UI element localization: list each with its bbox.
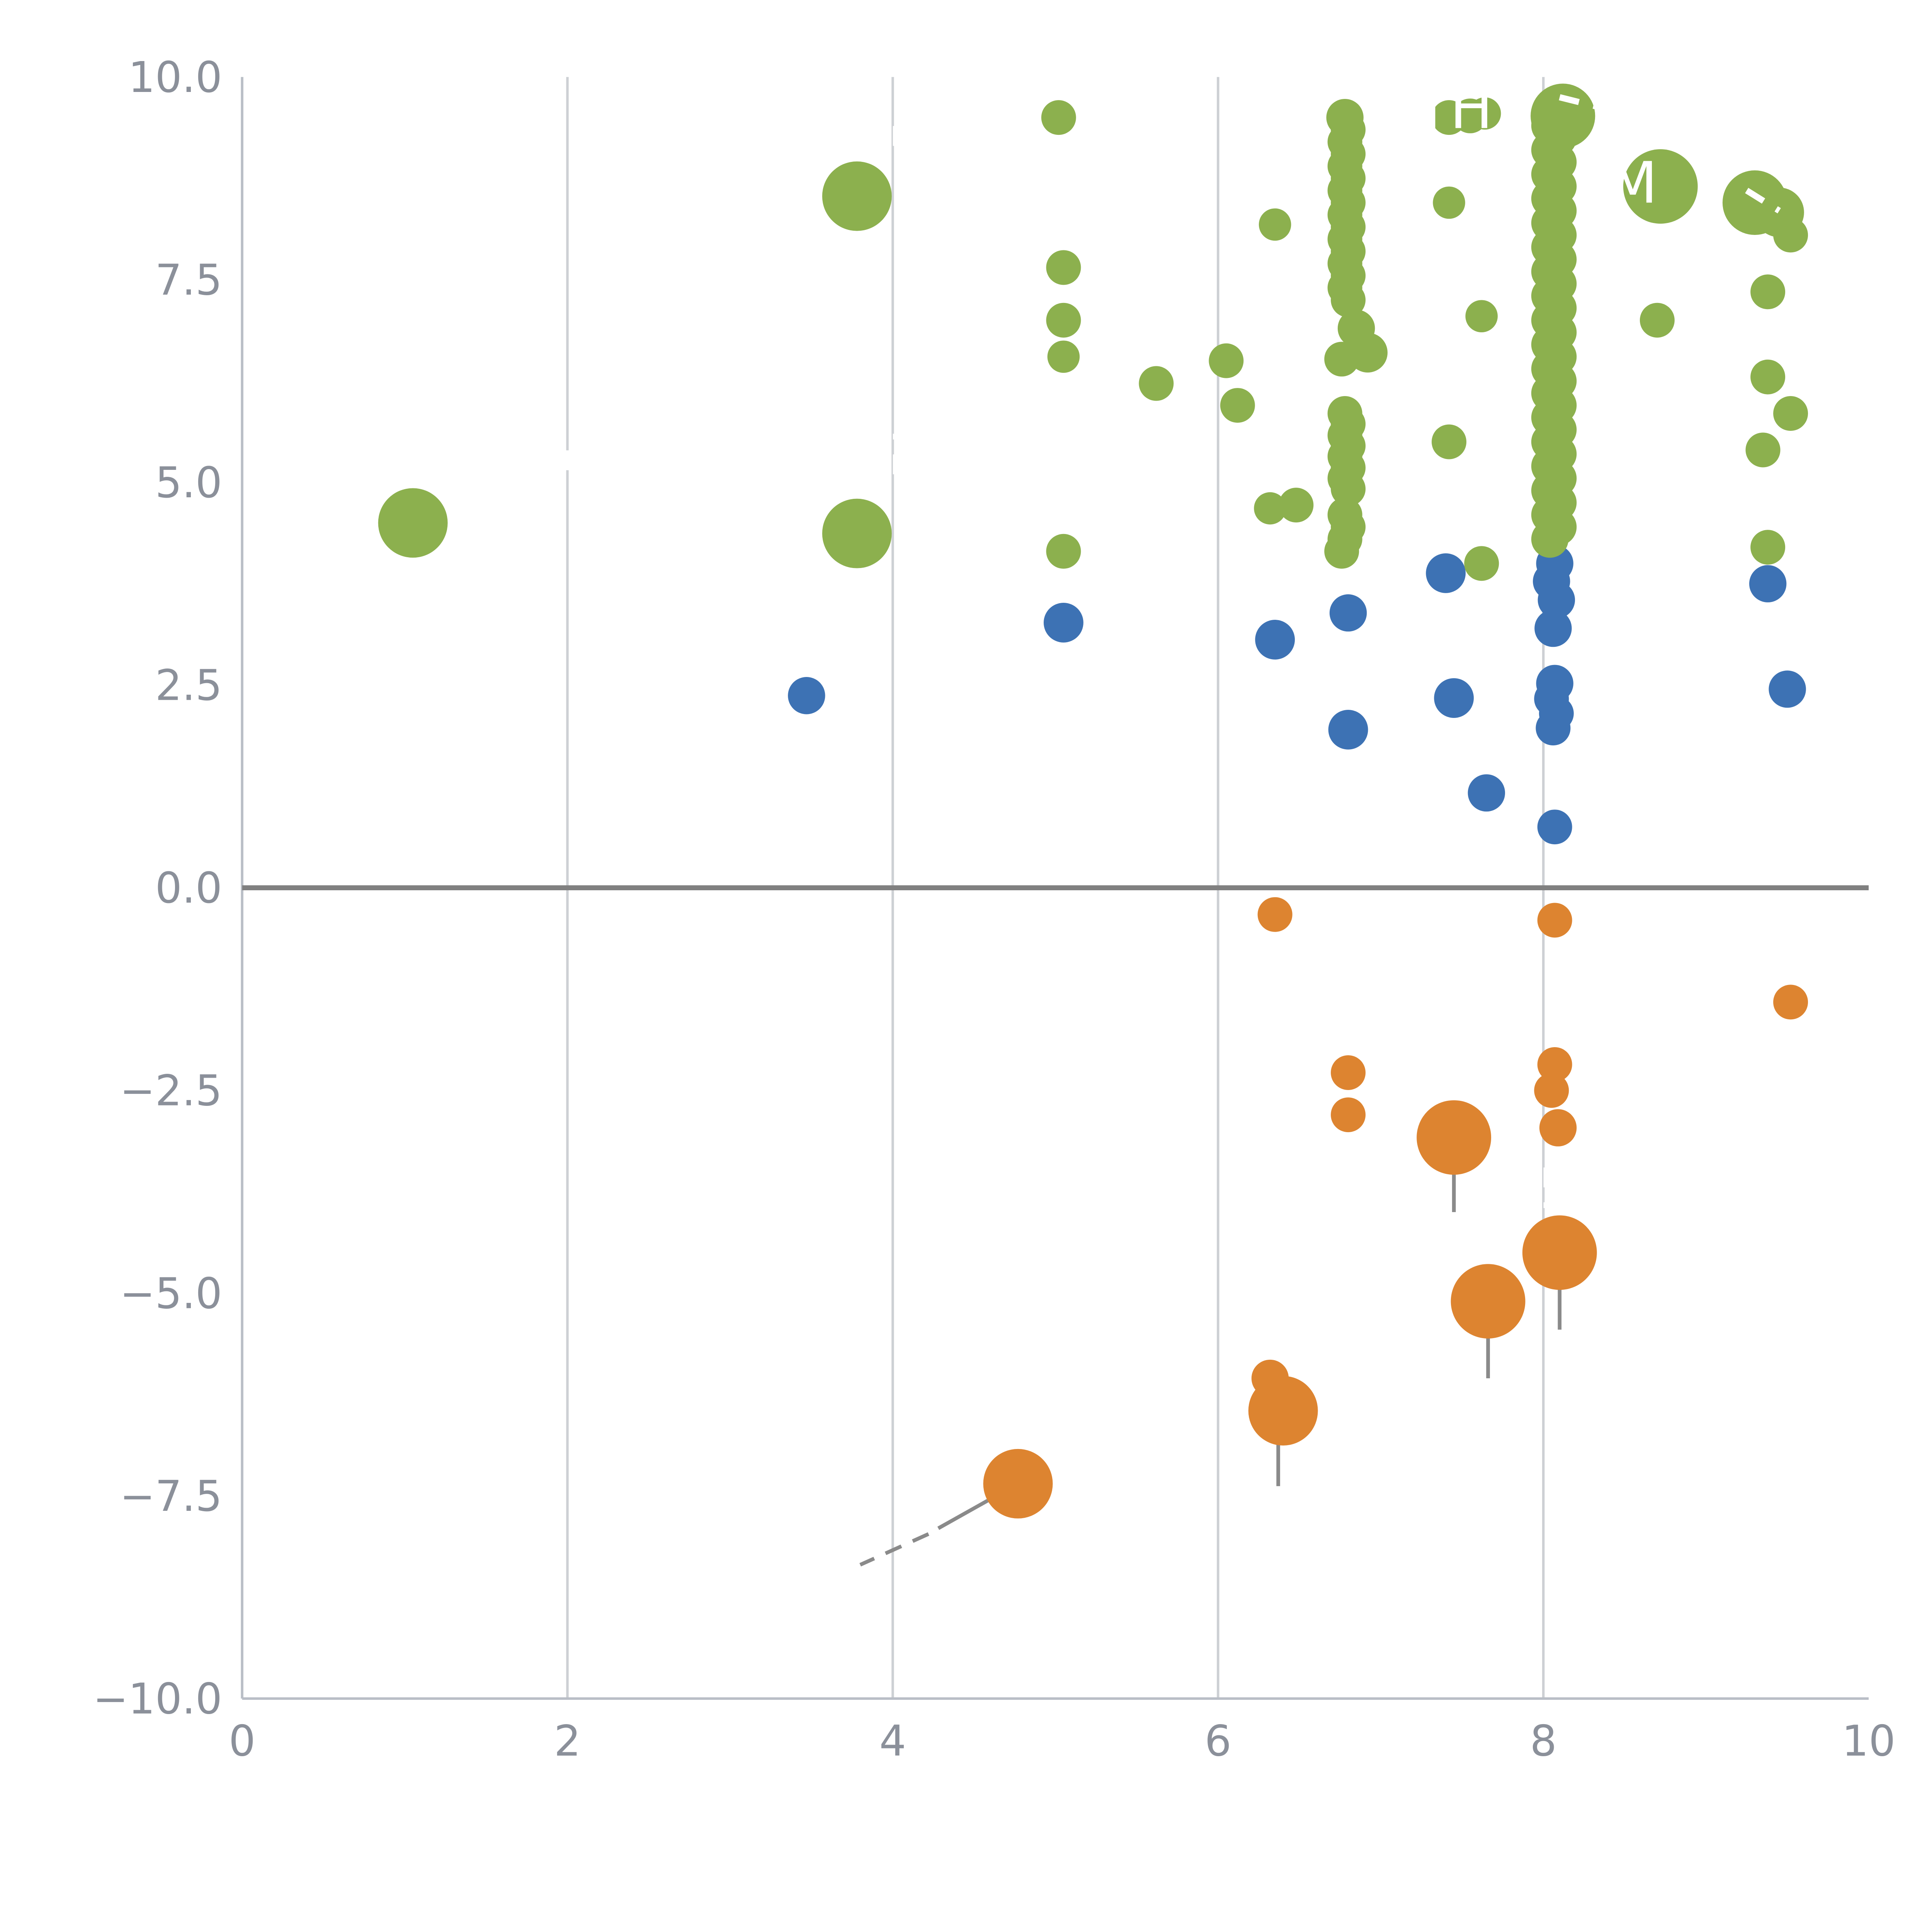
data-point-green-bubbles [1639, 303, 1675, 338]
data-point-green-bubbles [1220, 388, 1255, 423]
x-tick-label: 4 [879, 1717, 906, 1766]
data-point-orange-bubbles [1331, 1097, 1366, 1133]
data-point-blue-bubbles [1329, 594, 1367, 632]
data-point-green-bubbles [1331, 471, 1366, 507]
data-point-green-bubbles [1139, 366, 1174, 401]
data-point-green-bubbles [1046, 250, 1081, 285]
data-point-blue-bubbles [1468, 774, 1505, 812]
white-dash-mark [1745, 188, 1781, 214]
data-point-orange-bubbles [1537, 1047, 1572, 1082]
data-point-orange-bubbles [1539, 1109, 1577, 1146]
data-point-orange-bubbles [1331, 1055, 1366, 1090]
y-tick-label: 0.0 [155, 864, 222, 913]
y-tick-label: 10.0 [128, 53, 222, 102]
data-point-green-bubbles [1331, 282, 1366, 318]
x-tick-label: 8 [1530, 1717, 1557, 1766]
y-tick-label: −7.5 [120, 1472, 222, 1521]
y-tick-label: 5.0 [155, 458, 222, 507]
x-tick-label: 10 [1842, 1717, 1896, 1766]
white-annotation-label: M [1608, 150, 1658, 216]
data-point-orange-bubbles [1534, 1073, 1569, 1108]
data-point-green-bubbles [1432, 424, 1467, 459]
x-tick-label: 0 [229, 1717, 256, 1766]
data-point-orange-bubbles [1522, 1215, 1597, 1290]
data-point-orange-bubbles [1257, 897, 1293, 932]
data-point-blue-bubbles [1434, 678, 1474, 718]
data-point-green-bubbles [1046, 303, 1081, 338]
x-tick-label: 2 [554, 1717, 581, 1766]
y-tick-label: −5.0 [120, 1269, 222, 1318]
y-tick-label: 2.5 [155, 661, 222, 710]
data-point-green-bubbles [1041, 100, 1076, 135]
data-point-green-bubbles [1046, 534, 1081, 569]
data-point-green-bubbles [1745, 432, 1781, 468]
y-tick-label: −10.0 [93, 1674, 222, 1723]
data-point-blue-bubbles [1534, 609, 1572, 647]
data-point-blue-bubbles [1328, 709, 1368, 750]
data-point-orange-bubbles [1451, 1264, 1526, 1339]
data-point-orange-bubbles [983, 1449, 1053, 1519]
data-point-blue-bubbles [1769, 670, 1806, 708]
white-dash-mark [1559, 94, 1626, 117]
data-point-green-bubbles [1279, 488, 1314, 523]
data-point-blue-bubbles [788, 677, 825, 714]
data-point-orange-bubbles [1773, 985, 1808, 1020]
data-point-green-bubbles [1464, 546, 1499, 581]
data-point-green-bubbles [1750, 359, 1786, 395]
data-point-blue-bubbles [1749, 565, 1787, 602]
data-point-orange-bubbles [1537, 903, 1572, 938]
data-point-blue-bubbles [1537, 581, 1575, 619]
data-point-blue-bubbles [1536, 711, 1571, 746]
data-point-green-bubbles [1468, 97, 1501, 130]
white-annotation-label: TH [1415, 75, 1493, 141]
data-point-orange-bubbles [1417, 1100, 1492, 1175]
data-point-green-bubbles [378, 488, 448, 558]
data-point-green-bubbles [1209, 343, 1244, 378]
data-point-green-bubbles [1465, 300, 1498, 333]
leader-line [859, 1532, 930, 1567]
data-point-blue-bubbles [1537, 810, 1572, 845]
data-point-green-bubbles [1773, 218, 1808, 253]
data-point-green-bubbles [1773, 396, 1808, 431]
data-point-blue-bubbles [1043, 602, 1083, 643]
y-tick-label: 7.5 [155, 255, 222, 304]
data-point-blue-bubbles [1255, 620, 1295, 660]
data-point-blue-bubbles [1426, 553, 1466, 593]
data-point-green-bubbles [1259, 208, 1291, 241]
data-point-green-bubbles [1324, 534, 1359, 569]
data-point-green-bubbles [1531, 520, 1569, 558]
y-tick-label: −2.5 [120, 1066, 222, 1116]
data-point-green-bubbles [1324, 342, 1359, 377]
data-point-green-bubbles [1254, 492, 1286, 525]
data-point-green-bubbles [1750, 274, 1786, 310]
data-point-green-bubbles [822, 161, 892, 231]
data-point-orange-bubbles [1248, 1376, 1318, 1446]
x-tick-label: 6 [1205, 1717, 1232, 1766]
data-point-green-bubbles [1433, 186, 1465, 219]
data-point-green-bubbles [1623, 149, 1698, 224]
data-point-green-bubbles [1750, 530, 1786, 565]
data-point-green-bubbles [822, 498, 892, 568]
data-point-green-bubbles [1047, 340, 1080, 373]
